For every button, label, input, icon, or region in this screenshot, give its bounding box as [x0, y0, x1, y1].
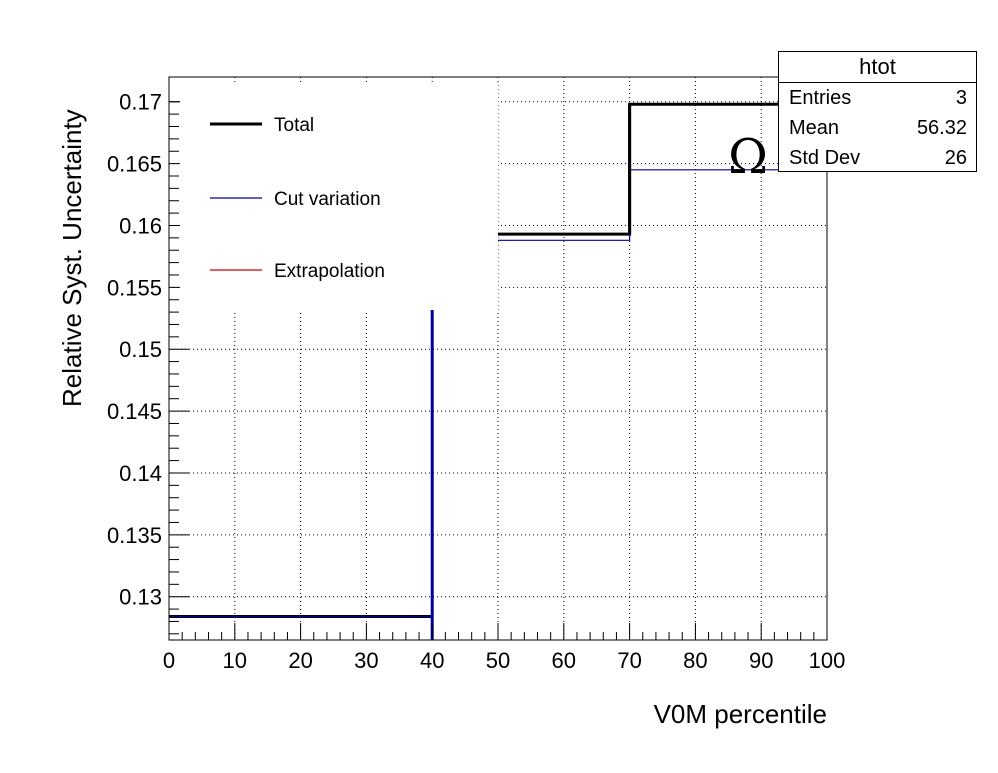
x-tick-label: 90: [749, 648, 773, 673]
x-axis-label: V0M percentile: [654, 699, 827, 729]
stats-value: 26: [944, 147, 967, 169]
stats-row-entries: Entries 3: [779, 83, 976, 113]
legend-label-0: Total: [274, 115, 314, 136]
stats-label: Entries: [789, 87, 852, 109]
tick-labels: 0 10 20 30 40 50 60 70 80 90 100 0.13 0.135 0.14 0.145…: [107, 90, 845, 673]
y-tick-label: 0.17: [119, 90, 162, 115]
legend: Total Cut variation Extrapolation: [180, 85, 498, 310]
legend-label-2: Extrapolation: [274, 261, 385, 282]
x-tick-label: 50: [486, 648, 510, 673]
y-tick-label: 0.155: [107, 275, 162, 300]
x-tick-label: 30: [354, 648, 378, 673]
y-tick-label: 0.15: [119, 337, 162, 362]
x-tick-label: 0: [163, 648, 175, 673]
stats-row-stddev: Std Dev 26: [779, 143, 976, 173]
x-tick-label: 80: [683, 648, 707, 673]
ticks: [168, 76, 828, 640]
stats-label: Mean: [789, 117, 840, 139]
stats-title: htot: [779, 52, 976, 83]
x-tick-label: 20: [288, 648, 312, 673]
y-tick-label: 0.145: [107, 399, 162, 424]
stats-label: Std Dev: [789, 147, 861, 169]
y-tick-label: 0.135: [107, 523, 162, 548]
y-tick-label: 0.14: [119, 461, 162, 486]
x-tick-label: 60: [552, 648, 576, 673]
stats-box: htot Entries 3 Mean 56.32 Std Dev 26: [778, 51, 977, 172]
y-axis-label: Relative Syst. Uncertainty: [57, 109, 87, 407]
x-tick-label: 70: [617, 648, 641, 673]
y-tick-label: 0.13: [119, 585, 162, 610]
stats-value: 56.32: [916, 117, 967, 139]
x-tick-label: 100: [809, 648, 846, 673]
x-tick-label: 10: [223, 648, 247, 673]
x-tick-label: 40: [420, 648, 444, 673]
y-tick-label: 0.165: [107, 152, 162, 177]
legend-label-1: Cut variation: [274, 189, 381, 210]
stats-value: 3: [955, 87, 967, 109]
omega-annotation: Ω: [728, 129, 768, 185]
stats-row-mean: Mean 56.32: [779, 113, 976, 143]
y-tick-label: 0.16: [119, 213, 162, 238]
